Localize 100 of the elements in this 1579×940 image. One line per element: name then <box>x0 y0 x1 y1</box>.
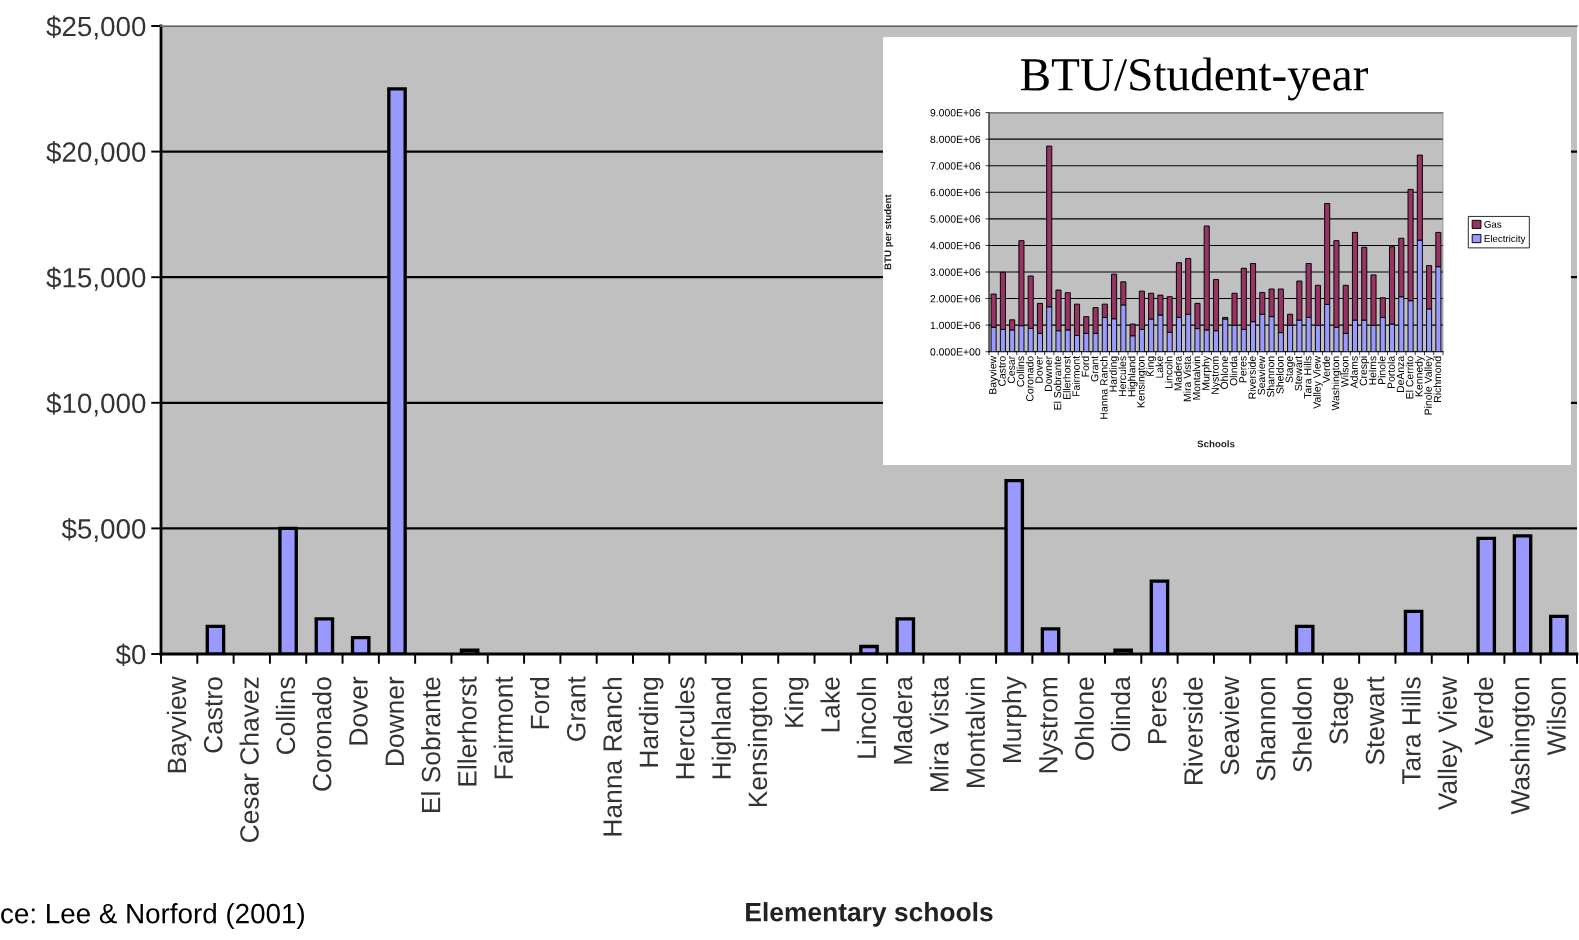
x-tick-label: Ford <box>529 677 550 729</box>
y-axis-title: BTU per student <box>884 194 894 270</box>
y-tick-label: $10,000 <box>46 392 146 417</box>
x-tick-label: Helms <box>1368 356 1377 385</box>
x-tick-label: Stage <box>1329 677 1354 744</box>
x-tick-label: Kensington <box>747 677 773 807</box>
x-tick-label: Hanna Ranch <box>1099 356 1108 419</box>
x-tick-label: Seaview <box>1219 676 1240 775</box>
y-tick-label: $15,000 <box>46 266 146 291</box>
x-tick-label: Highland <box>1127 356 1138 397</box>
legend-label: Gas <box>1484 220 1502 228</box>
x-tick-label: Tara Hills <box>1401 677 1421 785</box>
x-tick-label: Grant <box>566 676 586 741</box>
x-tick-label: Peres <box>1148 677 1167 743</box>
y-tick-label: $20,000 <box>46 141 146 166</box>
x-tick-label: Verde <box>1322 356 1330 384</box>
x-tick-label: Shannon <box>1256 677 1276 781</box>
x-tick-label: Adams <box>1350 356 1358 389</box>
x-tick-label: Peres <box>1239 356 1247 383</box>
x-tick-label: Tara Hills <box>1303 356 1312 399</box>
y-tick-label: 1.000E+06 <box>930 321 981 330</box>
y-tick-label: 3.000E+06 <box>930 268 981 276</box>
x-tick-label: Stage <box>1285 356 1295 383</box>
x-tick-label: Lincoln <box>1164 356 1173 389</box>
x-tick-label: Madera <box>893 676 913 764</box>
x-tick-label: Stewart <box>1365 676 1385 765</box>
y-tick-label: 4.000E+06 <box>930 241 981 250</box>
x-tick-label: Pinole <box>1377 356 1386 384</box>
x-tick-label: Downer <box>385 676 405 765</box>
x-tick-label: Kennedy <box>1414 355 1425 397</box>
x-tick-label: Montalvin <box>1192 356 1201 400</box>
x-tick-label: Fairmont <box>1072 355 1080 397</box>
x-tick-label: Verde <box>1473 677 1494 746</box>
x-tick-label: Coronado <box>312 677 332 791</box>
x-axis-title: Elementary schools <box>746 902 993 927</box>
x-tick-label: Ford <box>1081 356 1090 377</box>
x-tick-label: Seaview <box>1257 355 1266 395</box>
x-tick-label: Castro <box>998 356 1006 387</box>
x-tick-label: Nystrom <box>1211 356 1221 394</box>
x-tick-label: Murphy <box>1001 676 1027 763</box>
x-tick-label: Ohlone <box>1220 356 1229 389</box>
x-tick-label: King <box>1146 356 1156 376</box>
x-tick-label: Washington <box>1510 677 1535 815</box>
x-tick-label: Downer <box>1044 356 1053 391</box>
y-tick-label: $0 <box>115 643 146 666</box>
y-tick-label: $5,000 <box>61 517 146 543</box>
x-tick-label: Kensington <box>1137 356 1147 408</box>
x-tick-label: Ellerhorst <box>457 676 477 786</box>
x-tick-label: Mira Vista <box>929 676 949 791</box>
x-tick-label: Dover <box>349 676 368 745</box>
x-tick-label: Hanna Ranch <box>602 677 622 836</box>
x-tick-label: Lake <box>820 677 840 732</box>
x-tick-label: Valley View <box>1437 676 1463 811</box>
x-tick-label: DeAnza <box>1396 355 1405 393</box>
y-tick-label: 5.000E+06 <box>930 215 981 223</box>
x-tick-label: Collins <box>275 677 296 755</box>
x-tick-label: Lake <box>1155 356 1164 378</box>
x-tick-label: Nystrom <box>1039 677 1063 773</box>
x-tick-label: Dover <box>1035 356 1043 383</box>
x-tick-label: Riverside <box>1248 356 1256 399</box>
x-axis-title: Schools <box>1197 440 1235 448</box>
x-tick-label: Harding <box>1109 356 1119 392</box>
x-tick-label: Riverside <box>1183 677 1203 785</box>
text: ce: Lee & Norford (2001) <box>1 903 304 929</box>
y-tick-label: 2.000E+06 <box>930 295 981 303</box>
x-tick-label: Harding <box>638 677 664 767</box>
x-tick-label: Bayview <box>166 676 192 773</box>
chart-title: BTU/Student-year <box>1020 57 1369 101</box>
x-tick-label: Olinda <box>1229 355 1238 386</box>
x-tick-label: Fairmont <box>493 676 514 779</box>
x-tick-label: Cesar <box>1007 356 1015 384</box>
x-tick-label: Highland <box>711 677 737 779</box>
x-tick-label: Castro <box>203 677 223 753</box>
x-tick-label: Bayview <box>988 355 999 394</box>
x-tick-label: Collins <box>1016 356 1025 387</box>
x-tick-label: Shannon <box>1266 356 1275 398</box>
x-tick-label: Portola <box>1387 355 1395 389</box>
y-tick-label: $25,000 <box>46 15 146 40</box>
x-tick-label: Pinole Valley <box>1424 355 1434 415</box>
x-tick-label: Valley View <box>1313 355 1323 409</box>
x-tick-label: Coronado <box>1025 356 1034 402</box>
x-tick-label: Cesar Chavez <box>239 677 259 843</box>
y-tick-label: 8.000E+06 <box>930 135 981 144</box>
x-tick-label: El Sobrante <box>1053 356 1062 410</box>
x-tick-label: Hercules <box>675 677 695 779</box>
y-tick-label: 9.000E+06 <box>930 109 981 117</box>
x-tick-label: Hercules <box>1118 356 1127 397</box>
x-tick-label: El Cerrito <box>1405 356 1414 399</box>
y-tick-label: 0.000E+00 <box>930 348 981 356</box>
x-tick-label: Washington <box>1331 356 1342 411</box>
x-tick-label: Richmond <box>1433 356 1442 402</box>
x-tick-label: Mira Vista <box>1183 355 1191 402</box>
x-tick-label: Wilson <box>1340 356 1349 388</box>
x-tick-label: El Sobrante <box>421 677 441 812</box>
x-tick-label: Montalvin <box>965 677 986 787</box>
x-tick-label: Grant <box>1090 355 1099 382</box>
x-tick-label: Olinda <box>1110 676 1131 752</box>
x-tick-label: King <box>784 677 809 727</box>
x-tick-label: Ohlone <box>1074 677 1094 761</box>
x-tick-label: Wilson <box>1546 677 1566 756</box>
